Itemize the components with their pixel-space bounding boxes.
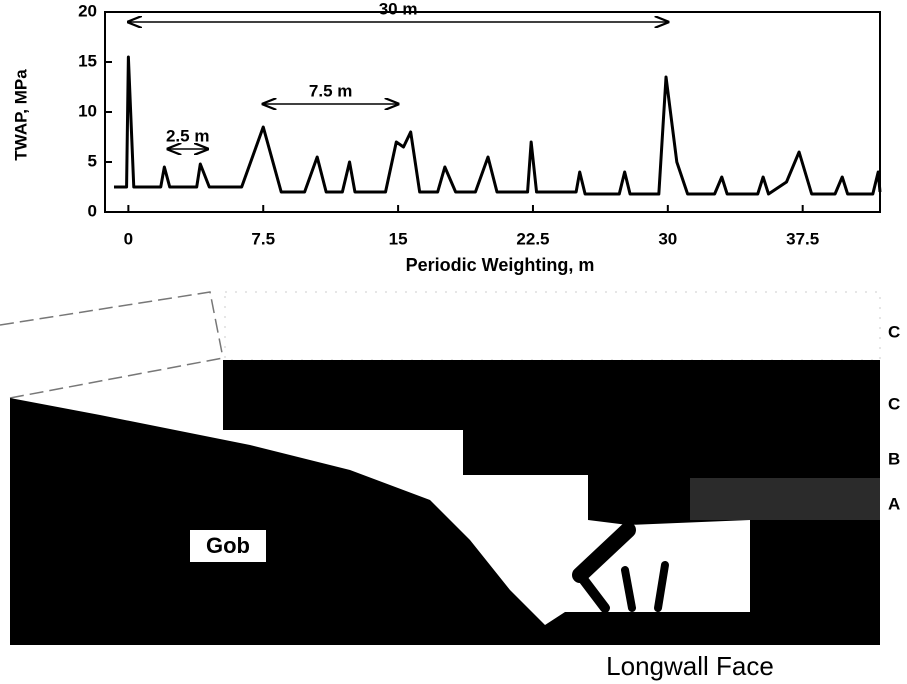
y-tick-label: 20: [78, 1, 97, 20]
x-tick-label: 0: [124, 229, 133, 248]
x-tick-label: 30: [658, 229, 677, 248]
annotation-label: 30 m: [379, 0, 418, 18]
data-line: [113, 55, 882, 196]
stratum-label: A: [888, 494, 900, 513]
stratum-label: C: [888, 322, 900, 341]
stratum-label: B: [888, 449, 900, 468]
x-tick-label: 15: [389, 229, 408, 248]
annotation-label: 2.5 m: [166, 126, 209, 145]
gob-label: Gob: [206, 533, 250, 558]
mine-diagram: Gob C C B A Longwall Face: [0, 291, 900, 681]
y-tick-label: 10: [78, 101, 97, 120]
caption: Longwall Face: [606, 651, 774, 681]
y-tick-label: 0: [88, 201, 97, 220]
upper-stratum: [224, 291, 881, 361]
shield-support: [572, 522, 669, 613]
gob-area: [10, 398, 880, 645]
gob-label-box: [190, 530, 266, 562]
y-tick-label: 5: [88, 151, 97, 170]
x-tick-label: 22.5: [516, 229, 549, 248]
x-axis-label: Periodic Weighting, m: [406, 255, 595, 275]
y-axis-label: TWAP, MPa: [11, 69, 30, 161]
y-tick-label: 15: [78, 51, 97, 70]
x-tick-label: 7.5: [251, 229, 275, 248]
x-tick-label: 37.5: [786, 229, 819, 248]
caved-outline: [0, 291, 224, 399]
annotation-label: 7.5 m: [309, 81, 352, 100]
fractured-zone: [690, 478, 880, 520]
stratum-label: C: [888, 394, 900, 413]
